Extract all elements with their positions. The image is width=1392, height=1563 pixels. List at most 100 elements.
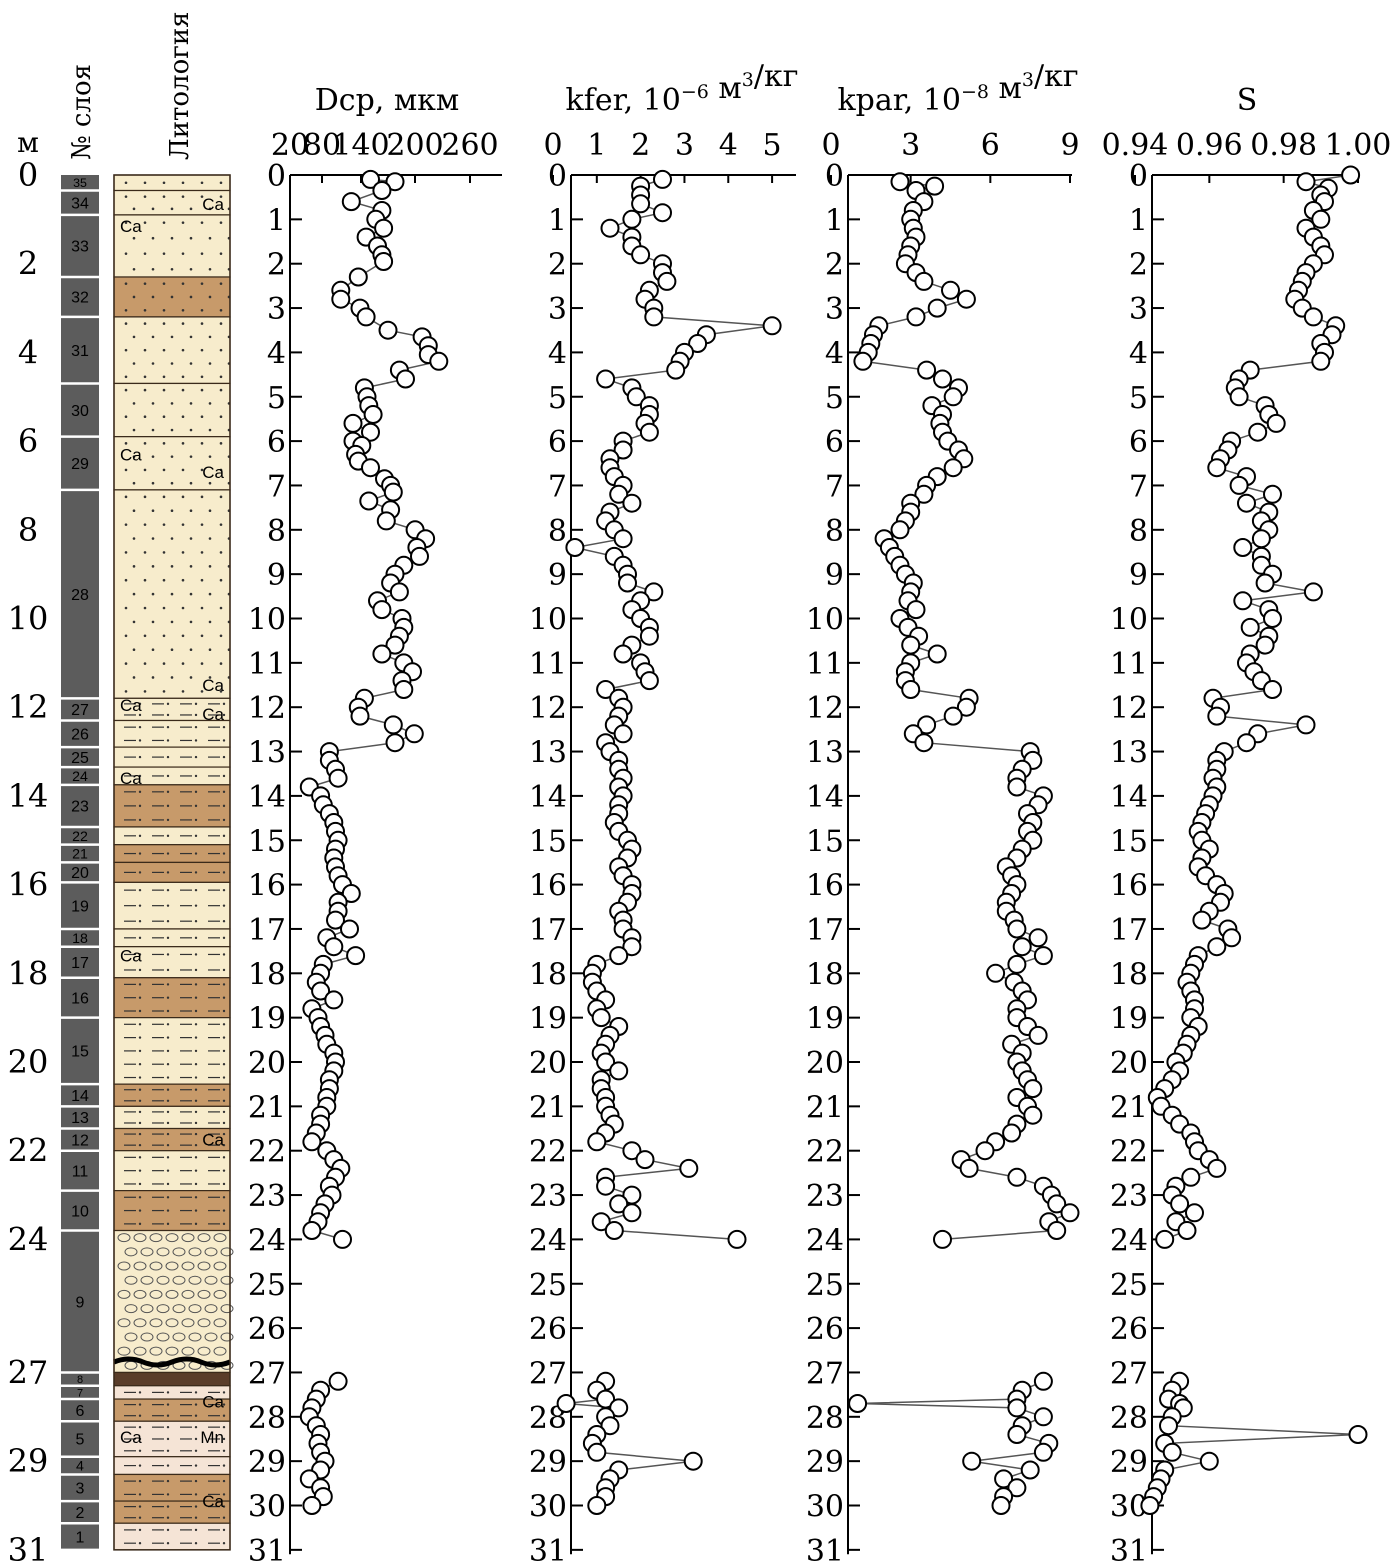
sand-dot (170, 509, 174, 513)
data-point (914, 733, 934, 753)
silt-dot (166, 1403, 170, 1406)
silt-dot (194, 1505, 198, 1508)
data-point (848, 1394, 868, 1413)
depth-tick-label: 0 (18, 156, 38, 194)
data-point (943, 387, 963, 407)
sand-dot (162, 221, 166, 224)
sand-dot (124, 578, 128, 582)
sand-dot (132, 455, 136, 458)
y-tick-label: 24 (529, 1223, 567, 1258)
layer-number-label: 10 (71, 1203, 89, 1220)
silt-dot (222, 1169, 226, 1172)
data-point (1007, 954, 1027, 974)
y-tick-label: 28 (1110, 1401, 1148, 1436)
lithology-layer (113, 214, 231, 278)
silt-dot (166, 871, 170, 874)
sand-dot (189, 236, 193, 240)
data-point (1170, 1194, 1190, 1214)
silt-dot (222, 1110, 226, 1114)
silt-dot (194, 852, 198, 855)
sand-dot (200, 221, 204, 224)
y-tick-label: 10 (529, 603, 567, 638)
lithology-label: Ca (202, 1492, 224, 1511)
depth-tick-label: 18 (8, 954, 49, 992)
data-point (372, 181, 392, 200)
layer-number-label: 24 (72, 769, 88, 785)
pebble-symbol (165, 1261, 179, 1271)
sand-dot (219, 415, 223, 419)
title-superscript: −8 (961, 81, 989, 103)
silt-dot (222, 1479, 226, 1483)
sand-dot (124, 662, 128, 665)
y-tick-label: 1 (267, 203, 286, 238)
lithology-layer (113, 1229, 231, 1374)
y-tick-label: 22 (1110, 1135, 1148, 1170)
silt-dot (138, 1076, 142, 1079)
sand-dot (208, 648, 212, 651)
sand-dot (181, 606, 185, 610)
silt-dot (194, 1449, 198, 1453)
data-point (688, 334, 708, 353)
layer-number-label: 30 (71, 403, 89, 420)
layer-number-label: 32 (71, 290, 89, 307)
silt-dot (138, 871, 142, 874)
sand-dot (181, 388, 185, 392)
y-tick-label: 2 (825, 248, 844, 283)
sand-dot (162, 322, 166, 325)
sand-dot (189, 428, 193, 432)
data-point (1266, 413, 1286, 433)
panel-title-s: S (1237, 83, 1258, 118)
sand-dot (200, 375, 204, 379)
sand-dot (181, 551, 185, 554)
data-point (622, 493, 642, 513)
sand-dot (200, 322, 204, 325)
silt-dot (222, 1403, 226, 1406)
sand-dot (151, 648, 155, 651)
y-tick-label: 26 (529, 1312, 567, 1347)
data-point (587, 1442, 607, 1462)
data-point (609, 1398, 629, 1418)
data-point (1177, 1221, 1197, 1240)
sand-dot (181, 468, 185, 472)
y-tick-label: 30 (806, 1490, 844, 1525)
title-text: /кг (1034, 59, 1079, 94)
silt-dot (166, 774, 170, 778)
layer-number-label: 13 (71, 1110, 89, 1127)
sand-dot (219, 252, 223, 256)
depth-tick-label: 29 (8, 1442, 49, 1480)
silt-dot (194, 1049, 198, 1053)
x-tick-label: 0 (543, 128, 562, 163)
silt-dot (166, 904, 170, 907)
sand-dot (162, 606, 166, 610)
silt-dot (194, 1132, 198, 1136)
silt-dot (194, 725, 198, 729)
data-point (609, 1061, 629, 1081)
lithology-layer (113, 316, 231, 385)
lithology-layer (113, 1371, 231, 1387)
silt-dot (194, 1023, 198, 1026)
sand-dot (162, 662, 166, 665)
sand-dot (143, 308, 147, 312)
sand-dot (162, 634, 166, 638)
x-tick-label: 1.00 (1325, 128, 1392, 163)
data-point (410, 546, 429, 566)
data-point (1060, 1203, 1080, 1223)
y-tick-label: 3 (267, 292, 286, 327)
data-point (613, 440, 633, 460)
y-tick-label: 13 (1110, 736, 1148, 771)
lithology-layer (113, 719, 231, 748)
sand-dot (208, 565, 212, 568)
silt-dot (166, 790, 170, 794)
data-point (1222, 928, 1242, 948)
silt-dot (138, 1143, 142, 1147)
data-point (324, 937, 344, 957)
data-point (1255, 573, 1275, 593)
data-point (622, 1203, 642, 1223)
data-point (385, 635, 405, 655)
silt-dot (194, 834, 198, 838)
sand-dot (200, 690, 204, 693)
x-tick-label: 9 (1060, 128, 1079, 163)
data-point (1263, 680, 1282, 699)
y-tick-label: 9 (267, 558, 286, 593)
y-tick-label: 15 (806, 824, 844, 859)
